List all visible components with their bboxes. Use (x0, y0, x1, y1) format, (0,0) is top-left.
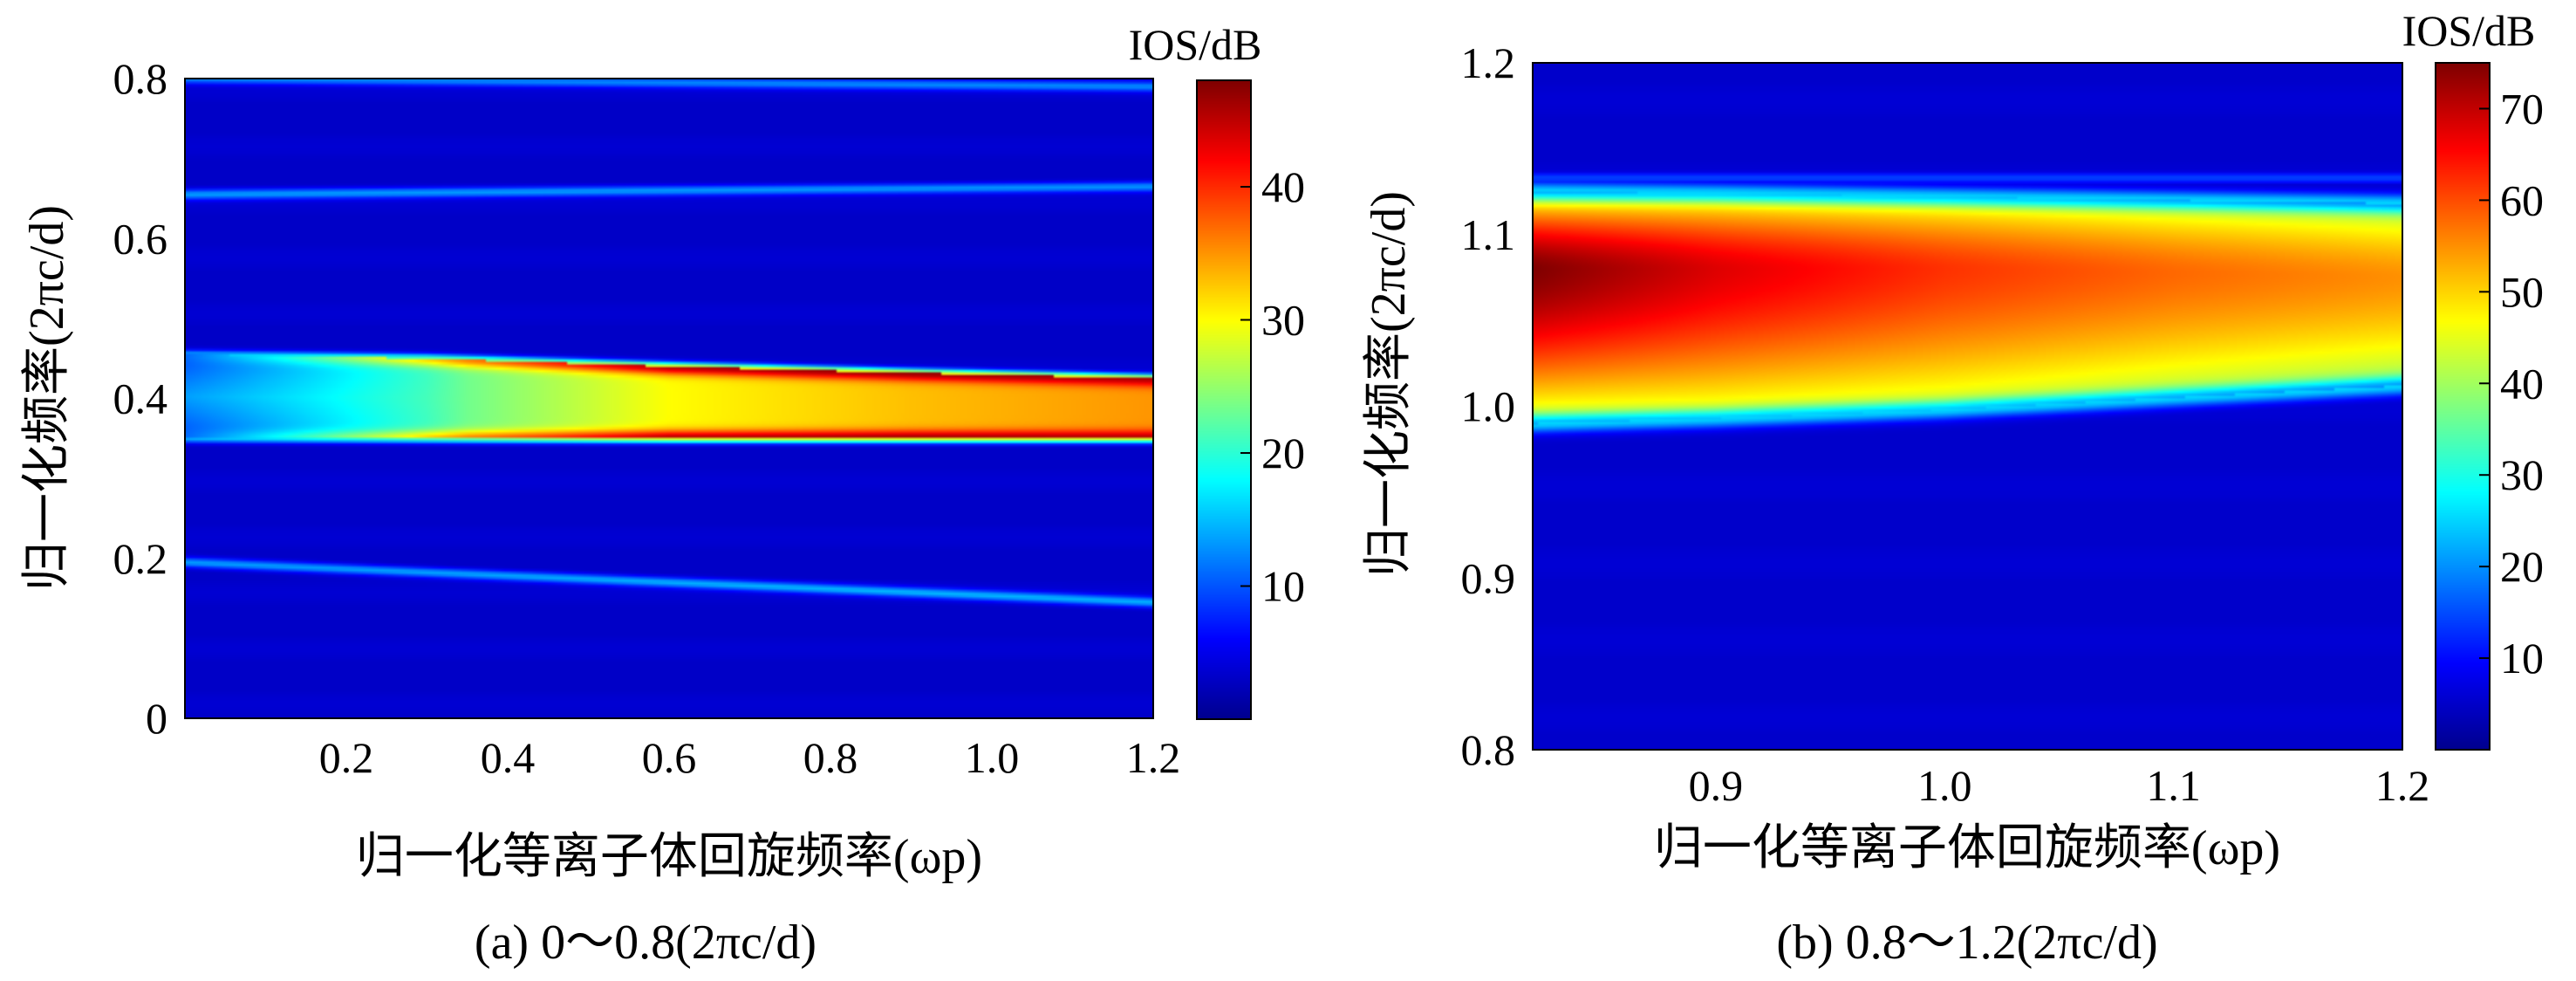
colorbar-label-b: IOS/dB (2402, 6, 2536, 55)
colorbar-tick-label: 50 (2500, 267, 2544, 316)
y-axis-label-a: 归一化频率(2πc/d) (20, 205, 74, 591)
x-ticks-a: 0.2 0.4 0.6 0.8 1.0 1.2 (319, 733, 1181, 782)
colorbar-tick-label: 70 (2500, 84, 2544, 133)
x-tick-label: 0.9 (1689, 761, 1744, 810)
colorbar-ticks-a: 10 20 30 40 (1240, 162, 1305, 611)
x-tick-label: 1.2 (2375, 761, 2430, 810)
colorbar-tick-label: 30 (1261, 296, 1305, 345)
colorbar-ticks-b: 10 20 30 40 50 60 70 (2479, 84, 2544, 683)
plot-frame-b (1532, 62, 2403, 751)
y-tick-label: 0.4 (113, 374, 168, 423)
colorbar-b (2436, 63, 2490, 750)
y-tick-label: 1.2 (1461, 38, 1516, 87)
colorbar-tick-label: 10 (2500, 634, 2544, 683)
heatmap-b (1533, 63, 2402, 750)
x-axis-label-b: 归一化等离子体回旋频率(ωp) (1654, 821, 2280, 875)
caption-b: (b) 0.8～1.2(2πc/d) (1776, 916, 2157, 970)
x-tick-label: 1.2 (1126, 733, 1181, 782)
y-tick-label: 1.1 (1461, 210, 1516, 259)
x-tick-label: 0.2 (319, 733, 374, 782)
panel-b: 0.8 0.9 1.0 1.1 1.2 0.9 1.0 1.1 1.2 归一化频率(2πc/d… (1362, 6, 2544, 970)
y-axis-label-b: 归一化频率(2πc/d) (1362, 191, 1416, 577)
x-tick-label: 1.1 (2146, 761, 2201, 810)
x-axis-label-a: 归一化等离子体回旋频率(ωp) (356, 830, 982, 884)
caption-a: (a) 0～0.8(2πc/d) (475, 916, 817, 970)
colorbar-a (1197, 80, 1251, 719)
plot-frame-a (184, 78, 1154, 719)
x-tick-label: 1.0 (965, 733, 1020, 782)
y-tick-label: 0.9 (1461, 553, 1516, 602)
colorbar-frame-a (1196, 79, 1252, 720)
y-tick-label: 0.2 (113, 534, 168, 583)
x-tick-label: 0.6 (642, 733, 697, 782)
colorbar-label-a: IOS/dB (1129, 20, 1262, 69)
panel-a: 0 0.2 0.4 0.6 0.8 0.2 0.4 0.6 0.8 1.0 1.2 归一化频率(2… (20, 20, 1305, 970)
x-tick-label: 1.0 (1917, 761, 1972, 810)
x-tick-label: 0.8 (803, 733, 858, 782)
x-tick-label: 0.4 (481, 733, 536, 782)
y-tick-label: 0.8 (1461, 725, 1516, 774)
colorbar-tick-label: 60 (2500, 175, 2544, 224)
colorbar-tick-label: 40 (1261, 162, 1305, 211)
y-ticks-b: 0.8 0.9 1.0 1.1 1.2 (1461, 38, 1516, 774)
y-tick-label: 0.8 (113, 54, 168, 103)
x-ticks-b: 0.9 1.0 1.1 1.2 (1689, 761, 2430, 810)
colorbar-tick-label: 10 (1261, 562, 1305, 611)
y-tick-label: 0 (146, 694, 167, 743)
y-tick-label: 1.0 (1461, 382, 1516, 431)
colorbar-frame-b (2435, 62, 2491, 751)
colorbar-tick-label: 20 (2500, 542, 2544, 591)
colorbar-tick-label: 30 (2500, 450, 2544, 499)
colorbar-tick-label: 20 (1261, 429, 1305, 477)
y-ticks-a: 0 0.2 0.4 0.6 0.8 (113, 54, 168, 743)
colorbar-tick-label: 40 (2500, 359, 2544, 408)
y-tick-label: 0.6 (113, 214, 168, 263)
heatmap-a (185, 79, 1153, 718)
